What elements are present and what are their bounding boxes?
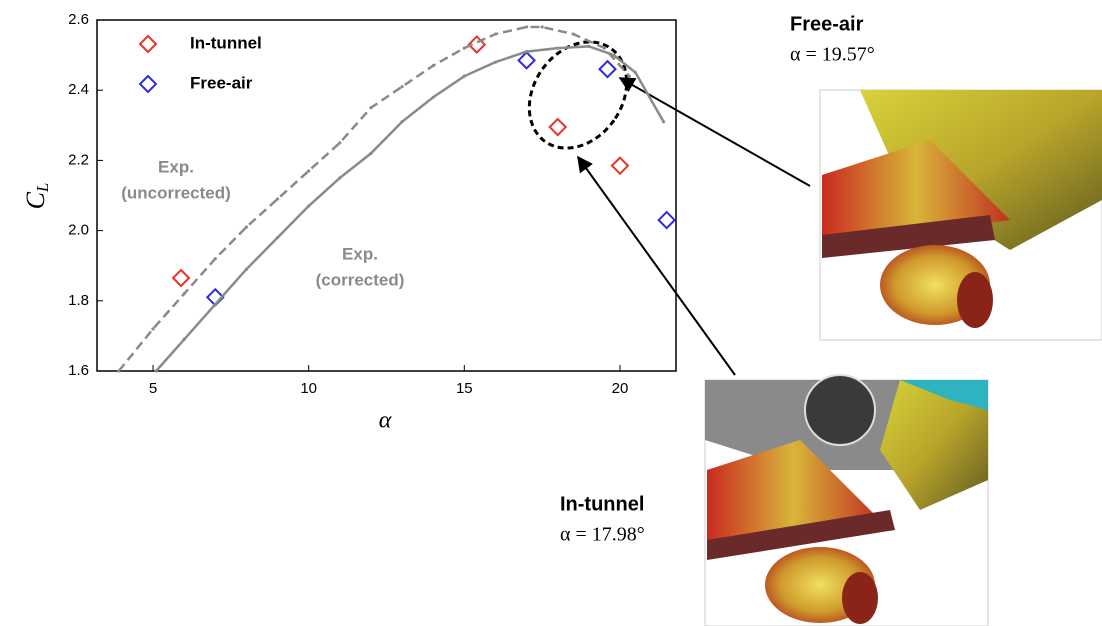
line-point (634, 71, 637, 74)
legend-label: Free-air (190, 73, 253, 92)
series-annotation: (uncorrected) (121, 183, 231, 202)
x-tick-label: 5 (149, 380, 157, 397)
y-tick-label: 1.6 (68, 362, 89, 379)
inset-title: In-tunnel (560, 493, 644, 515)
line-point (369, 106, 372, 109)
series-annotation: Exp. (342, 244, 378, 263)
line-point (183, 338, 186, 341)
line-point (463, 46, 466, 49)
line (156, 46, 663, 371)
x-tick-label: 10 (300, 380, 317, 397)
line-point (338, 141, 341, 144)
y-tick-label: 2.2 (68, 151, 89, 168)
line-point (662, 120, 665, 123)
x-axis-label: α (379, 408, 392, 434)
line-point (400, 85, 403, 88)
inset-caption: α = 19.57° (790, 44, 875, 66)
line-point (214, 303, 217, 306)
marker (659, 212, 675, 228)
line-point (494, 32, 497, 35)
marker (173, 270, 189, 286)
marker (550, 119, 566, 135)
line-point (603, 46, 606, 49)
legend-marker (140, 76, 156, 92)
line-point (151, 327, 154, 330)
line-point (432, 96, 435, 99)
marker (600, 61, 616, 77)
line-point (432, 64, 435, 67)
line-point (463, 75, 466, 78)
line-point (307, 204, 310, 207)
line-point (541, 25, 544, 28)
x-tick-label: 20 (612, 380, 629, 397)
line-point (276, 236, 279, 239)
figure: α CL Free-air α = 19.57° In-tunnel α = 1… (0, 0, 1102, 626)
line-point (628, 75, 631, 78)
inset-image-free-air (820, 90, 1102, 340)
series-annotation: Exp. (158, 157, 194, 176)
line-point (587, 45, 590, 48)
line-point (155, 369, 158, 372)
series-annotation: (corrected) (316, 270, 405, 289)
page: {"chart_data": {"type": "scatter", "xlab… (0, 0, 1102, 626)
line-point (276, 197, 279, 200)
line-point (245, 268, 248, 271)
line-point (572, 32, 575, 35)
line-point (556, 46, 559, 49)
y-tick-label: 1.8 (68, 292, 89, 309)
line-point (338, 176, 341, 179)
line-point (525, 25, 528, 28)
y-tick-label: 2.4 (68, 81, 89, 98)
y-tick-label: 2.0 (68, 222, 89, 239)
arrow (578, 157, 735, 375)
marker (612, 158, 628, 174)
line-point (183, 292, 186, 295)
line-point (612, 54, 615, 57)
highlight-ellipse (509, 23, 646, 167)
line-point (245, 225, 248, 228)
line-point (400, 120, 403, 123)
legend-marker (140, 36, 156, 52)
x-tick-label: 15 (456, 380, 473, 397)
inset-caption: α = 17.98° (560, 524, 645, 546)
inset-title: Free-air (790, 13, 864, 35)
legend-label: In-tunnel (190, 33, 262, 52)
line-point (369, 152, 372, 155)
line-point (525, 50, 528, 53)
line-point (117, 369, 120, 372)
y-tick-label: 2.6 (68, 11, 89, 28)
inset-image-in-tunnel (705, 375, 988, 626)
line-point (307, 169, 310, 172)
line-point (494, 61, 497, 64)
line-point (214, 257, 217, 260)
y-axis-label: CL (21, 183, 52, 210)
